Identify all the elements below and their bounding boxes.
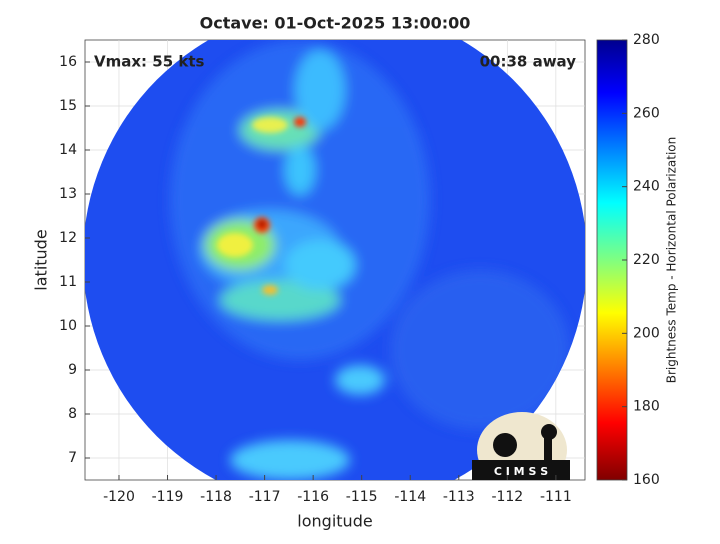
y-tick-label: 8 bbox=[68, 406, 77, 422]
x-tick-label: -117 bbox=[249, 489, 281, 505]
y-tick-label: 10 bbox=[59, 318, 77, 334]
annotation: 00:38 away bbox=[480, 53, 577, 71]
x-tick-label: -114 bbox=[394, 489, 426, 505]
colorbar-tick-label: 220 bbox=[633, 252, 660, 268]
colorbar-tick-label: 200 bbox=[633, 325, 660, 341]
y-axis-label: latitude bbox=[32, 229, 51, 290]
colorbar-tick-label: 260 bbox=[633, 105, 660, 121]
annotation: Vmax: 55 kts bbox=[94, 53, 204, 71]
x-tick-label: -113 bbox=[443, 489, 475, 505]
x-tick-label: -120 bbox=[103, 489, 135, 505]
x-tick-label: -111 bbox=[540, 489, 572, 505]
x-tick-label: -115 bbox=[346, 489, 378, 505]
colorbar-tick-label: 180 bbox=[633, 399, 660, 415]
y-tick-label: 14 bbox=[59, 142, 77, 158]
x-axis-label: longitude bbox=[297, 512, 372, 531]
x-tick-label: -116 bbox=[297, 489, 329, 505]
x-tick-label: -119 bbox=[152, 489, 184, 505]
y-tick-label: 7 bbox=[68, 450, 77, 466]
colorbar-tick-label: 240 bbox=[633, 179, 660, 195]
colorbar-label: Brightness Temp - Horizontal Polarizatio… bbox=[665, 137, 679, 384]
y-tick-label: 16 bbox=[59, 54, 77, 70]
y-tick-label: 15 bbox=[59, 98, 77, 114]
y-tick-label: 13 bbox=[59, 186, 77, 202]
y-tick-label: 12 bbox=[59, 230, 77, 246]
x-tick-label: -112 bbox=[491, 489, 523, 505]
colorbar-tick-label: 280 bbox=[633, 32, 660, 48]
logo-text: C I M S S bbox=[494, 465, 548, 478]
satellite-image: C I M S S bbox=[85, 40, 585, 480]
y-tick-label: 9 bbox=[68, 362, 77, 378]
chart-title: Octave: 01-Oct-2025 13:00:00 bbox=[200, 14, 471, 33]
y-tick-label: 11 bbox=[59, 274, 77, 290]
x-tick-label: -118 bbox=[200, 489, 232, 505]
logo: C I M S S bbox=[472, 412, 570, 480]
colorbar-tick-label: 160 bbox=[633, 472, 660, 488]
